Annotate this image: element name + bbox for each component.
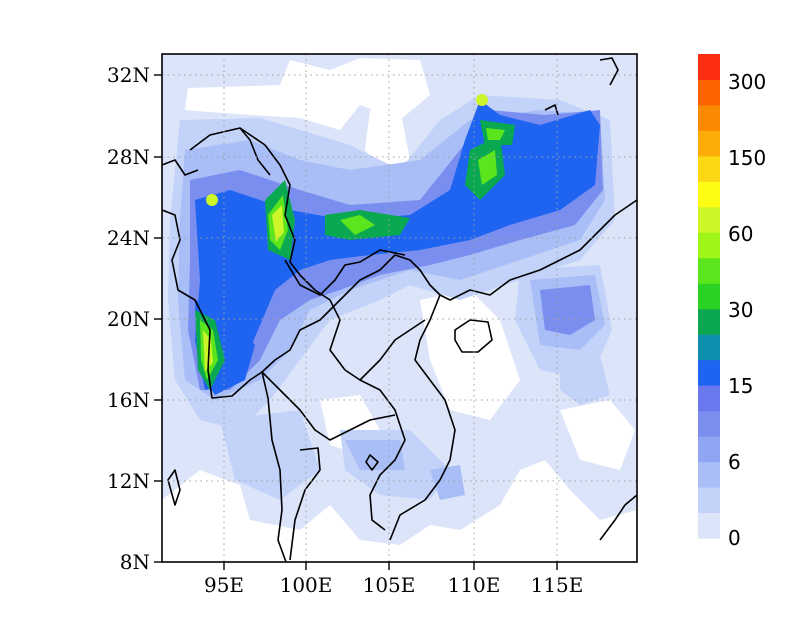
- colorbar-label-0: 0: [728, 526, 741, 550]
- colorbar-swatch: [698, 512, 720, 539]
- colorbar-swatch: [698, 334, 720, 361]
- colorbar-labels: 0 6 15 30 60 150 300: [728, 70, 766, 550]
- precipitation-field: [162, 54, 637, 562]
- mainland-coast: [162, 209, 287, 562]
- colorbar-swatch: [698, 206, 720, 233]
- grid-lines: [162, 54, 637, 562]
- colorbar-swatch: [698, 283, 720, 310]
- colorbar-label-60: 60: [728, 222, 753, 246]
- y-tick-label-8n: 8N: [120, 550, 150, 574]
- border-lines: [189, 127, 331, 301]
- colorbar-swatch: [698, 79, 720, 106]
- colorbar-swatch: [698, 54, 720, 80]
- x-tick-label-110e: 110E: [448, 573, 501, 597]
- y-tick-label-20n: 20N: [107, 307, 150, 331]
- colorbar-swatch: [698, 232, 720, 259]
- dry-area-south: [162, 460, 637, 562]
- colorbar-swatch: [698, 461, 720, 488]
- colorbar-label-150: 150: [728, 146, 766, 170]
- colorbar-swatch: [698, 359, 720, 386]
- colorbar-swatch: [698, 155, 720, 182]
- x-tick-label-95e: 95E: [204, 573, 244, 597]
- colorbar-swatch: [698, 257, 720, 284]
- colorbar-label-6: 6: [728, 450, 741, 474]
- dry-areas: [162, 58, 637, 562]
- colorbar-label-15: 15: [728, 374, 753, 398]
- plot-frame: [161, 53, 638, 563]
- colorbar-swatch: [698, 436, 720, 463]
- y-tick-label-16n: 16N: [107, 388, 150, 412]
- colorbar-label-30: 30: [728, 298, 753, 322]
- x-tick-label-105e: 105E: [363, 573, 416, 597]
- y-axis-labels: 8N 12N 16N 20N 24N 28N 32N: [107, 63, 150, 574]
- colorbar-swatch: [698, 308, 720, 335]
- colorbar-swatch: [698, 410, 720, 437]
- y-tick-label-12n: 12N: [107, 469, 150, 493]
- x-tick-label-115e: 115E: [531, 573, 584, 597]
- hainan-island: [454, 319, 493, 353]
- x-tick-label-100e: 100E: [280, 573, 333, 597]
- colorbar-swatch: [698, 130, 720, 157]
- colorbar-swatch: [698, 181, 720, 208]
- colorbar-swatch: [698, 104, 720, 131]
- axis-ticks: [154, 74, 558, 570]
- dry-area-north: [185, 58, 430, 130]
- y-tick-label-28n: 28N: [107, 145, 150, 169]
- colorbar-label-300: 300: [728, 70, 766, 94]
- colorbar: [698, 54, 720, 539]
- colorbar-swatch: [698, 385, 720, 412]
- colorbar-swatch: [698, 487, 720, 514]
- level-7: [203, 94, 488, 372]
- x-axis-labels: 95E 100E 105E 110E 115E: [204, 573, 583, 597]
- coastlines-borders: [162, 57, 637, 562]
- y-tick-label-32n: 32N: [107, 63, 150, 87]
- y-tick-label-24n: 24N: [107, 226, 150, 250]
